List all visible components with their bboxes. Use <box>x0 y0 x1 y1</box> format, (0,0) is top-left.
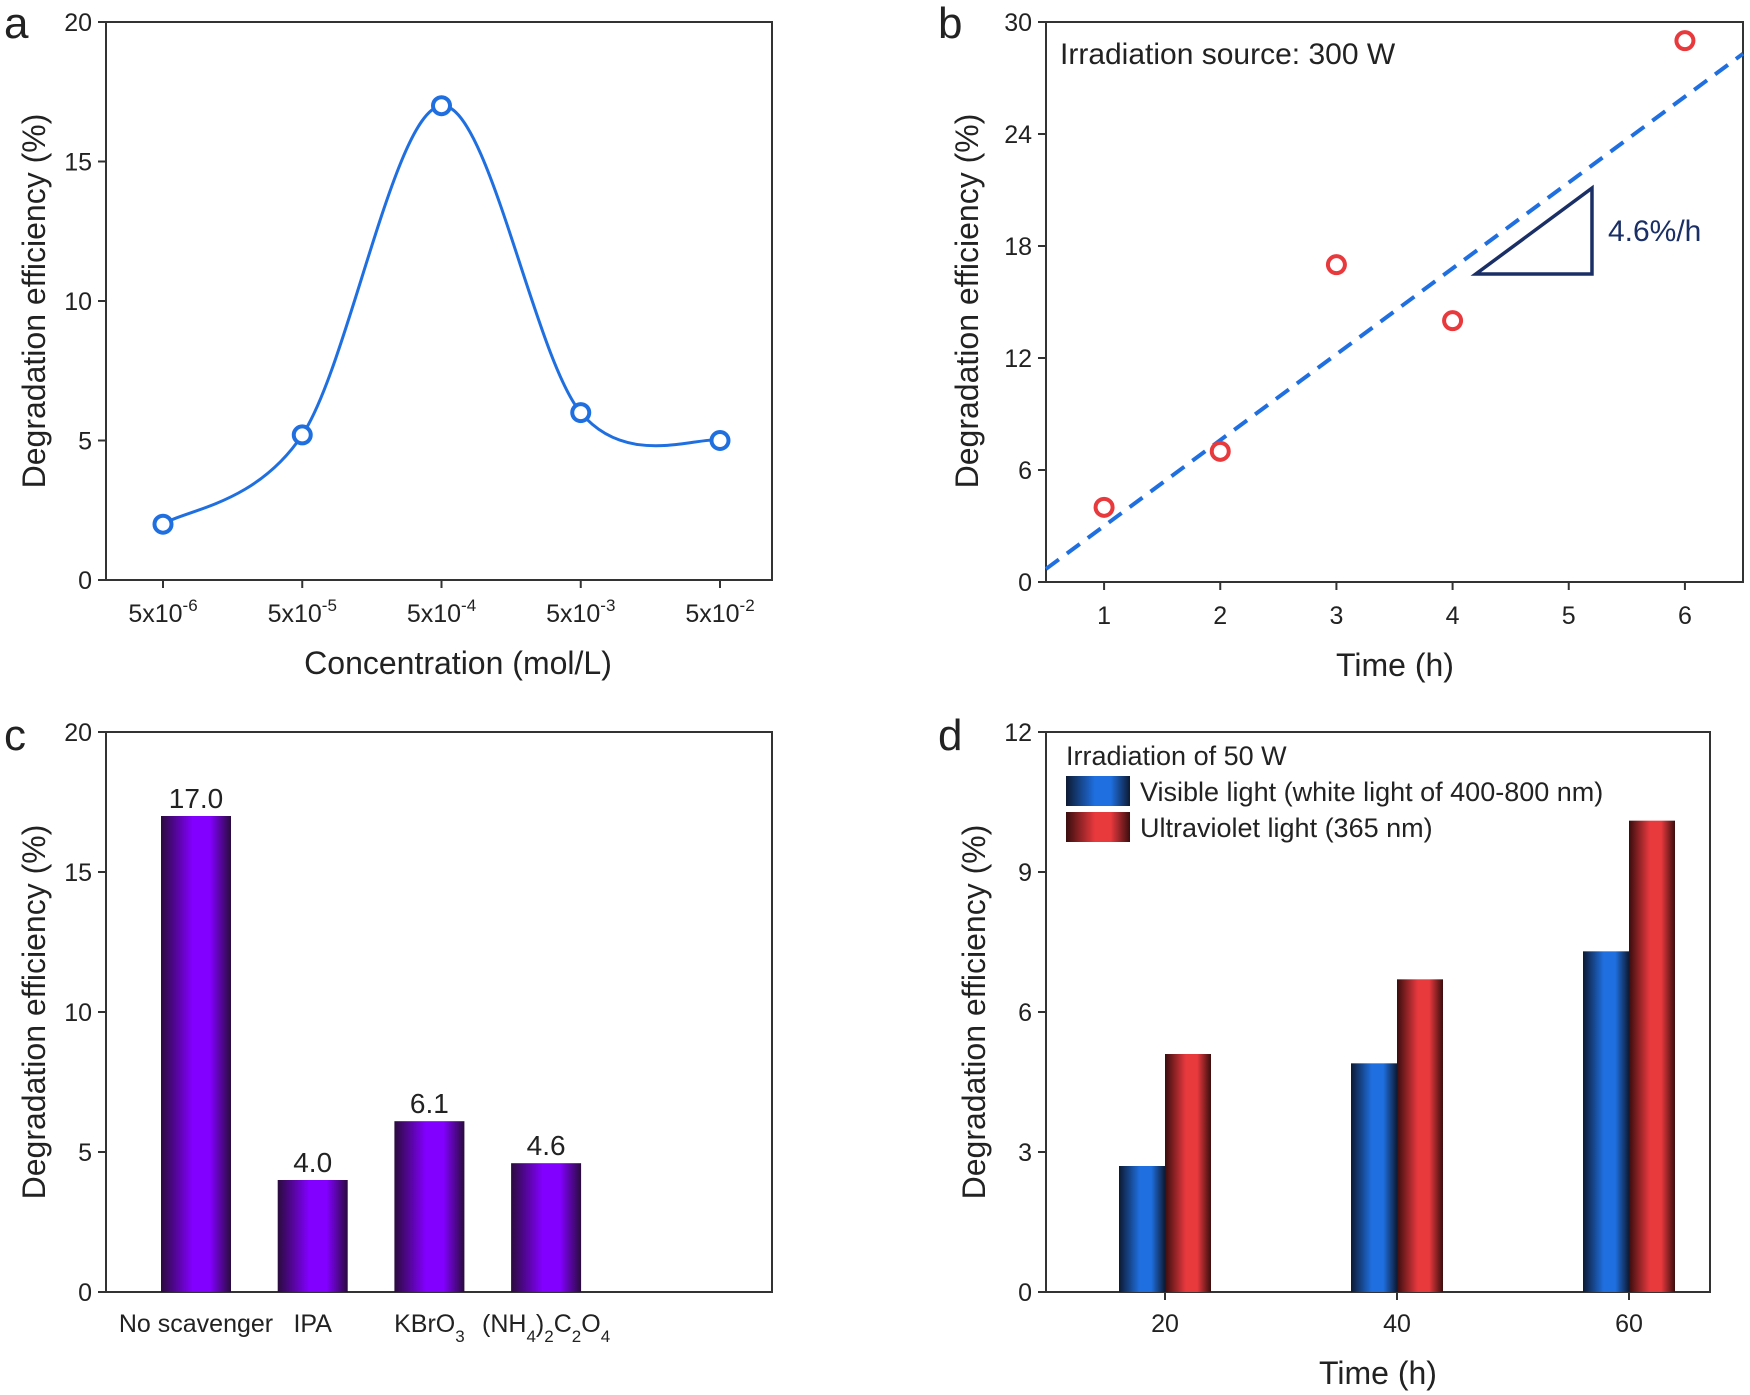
x-tick-label-b: 2 <box>1213 602 1227 630</box>
y-tick-label-c: 5 <box>78 1139 92 1167</box>
y-tick-label-c: 20 <box>64 719 92 747</box>
data-point-a <box>709 430 731 451</box>
panel-d: d Degradation efficiency (%) Time (h) Ir… <box>938 711 1711 1391</box>
y-axis-title-d: Degradation efficiency (%) <box>956 825 992 1200</box>
data-marks-b: 4.6%/h <box>1044 30 1745 571</box>
plot-frame-b <box>1045 21 1744 583</box>
bar-ultraviolet-d <box>1165 1054 1211 1292</box>
data-point-b <box>1209 440 1231 462</box>
y-tick-label-b: 18 <box>1004 233 1032 261</box>
data-point-b <box>1674 30 1696 52</box>
x-tick-label-b: 5 <box>1562 602 1576 630</box>
bar-visible-d <box>1119 1166 1165 1292</box>
bar-ultraviolet-d <box>1629 820 1675 1292</box>
bar-c <box>277 1180 348 1292</box>
legend-d: Irradiation of 50 W Visible light (white… <box>1066 741 1603 843</box>
legend-swatch-ultraviolet <box>1066 812 1130 842</box>
axis-ticks-d: 0 3 6 9 12 20 40 60 <box>1004 719 1643 1338</box>
x-tick-label-b: 1 <box>1097 602 1111 630</box>
panel-b: b Degradation efficiency (%) Time (h) Ir… <box>938 0 1745 683</box>
y-tick-label-c: 15 <box>64 859 92 887</box>
data-label-c: 4.6 <box>527 1130 566 1161</box>
data-point-b <box>1093 496 1115 518</box>
series-line-a <box>162 104 721 526</box>
slope-label-b: 4.6%/h <box>1608 215 1701 248</box>
data-marks-a <box>152 95 731 535</box>
x-tick-label-a: 5x10-6 <box>128 596 197 628</box>
y-tick-label-d: 9 <box>1018 859 1032 887</box>
x-tick-label-a: 5x10-4 <box>407 596 476 628</box>
data-point-a <box>570 402 592 424</box>
y-tick-label-d: 12 <box>1004 719 1032 747</box>
x-tick-label-a: 5x10-3 <box>546 596 615 628</box>
data-point-b <box>1325 254 1347 276</box>
data-point-a <box>152 513 174 535</box>
data-point-a <box>291 424 313 446</box>
bar-c <box>394 1121 465 1292</box>
x-tick-label-c: No scavenger <box>119 1310 273 1338</box>
y-axis-title-b: Degradation efficiency (%) <box>949 114 985 489</box>
data-marks-d <box>1119 820 1675 1292</box>
y-tick-label-a: 10 <box>64 288 92 316</box>
slope-triangle-b <box>1470 184 1594 276</box>
x-tick-label-b: 4 <box>1446 602 1460 630</box>
y-tick-label-a: 5 <box>78 428 92 456</box>
x-axis-title-d: Time (h) <box>1319 1355 1437 1391</box>
x-tick-label-a: 5x10-2 <box>685 596 754 628</box>
legend-label-ultraviolet: Ultraviolet light (365 nm) <box>1140 813 1433 843</box>
y-tick-label-c: 0 <box>78 1279 92 1307</box>
panel-label-c: c <box>4 711 26 760</box>
bar-c <box>511 1163 582 1292</box>
y-tick-label-d: 3 <box>1018 1139 1032 1167</box>
data-marks-c: 17.0 4.0 6.1 4.6 <box>161 783 582 1292</box>
irradiation-source-annotation: Irradiation source: 300 W <box>1060 38 1396 71</box>
y-tick-label-a: 20 <box>64 9 92 37</box>
data-point-a <box>431 95 452 117</box>
x-tick-label-c: IPA <box>293 1310 332 1338</box>
legend-swatch-visible <box>1066 776 1130 806</box>
x-tick-label-c: (NH4)2C2O4 <box>482 1310 610 1346</box>
panel-label-a: a <box>4 0 29 48</box>
y-tick-label-a: 15 <box>64 149 92 177</box>
y-tick-label-d: 0 <box>1018 1279 1032 1307</box>
y-axis-title-a: Degradation efficiency (%) <box>16 114 52 489</box>
x-tick-label-c: KBrO3 <box>394 1310 465 1346</box>
x-tick-label-d: 40 <box>1383 1310 1411 1338</box>
data-label-c: 17.0 <box>169 783 224 814</box>
data-label-c: 6.1 <box>410 1088 449 1119</box>
y-tick-label-c: 10 <box>64 999 92 1027</box>
bar-visible-d <box>1583 951 1629 1292</box>
bar-ultraviolet-d <box>1397 979 1443 1292</box>
x-tick-label-d: 60 <box>1615 1310 1643 1338</box>
fit-line-b <box>1044 52 1745 571</box>
axis-ticks-a: 0 5 10 15 20 5x10-6 5x10-5 5x10-4 5x10-3 5x10-2 <box>64 9 754 628</box>
x-axis-title-a: Concentration (mol/L) <box>304 645 612 681</box>
x-tick-label-d: 20 <box>1151 1310 1179 1338</box>
x-axis-title-b: Time (h) <box>1336 647 1454 683</box>
axis-ticks-c: 0 5 10 15 20 No scavenger IPA KBrO3 (NH4)2C2O4 <box>64 719 610 1346</box>
x-tick-label-b: 6 <box>1678 602 1692 630</box>
y-tick-label-b: 12 <box>1004 345 1032 373</box>
bar-c <box>161 816 231 1292</box>
bar-visible-d <box>1351 1063 1397 1292</box>
y-axis-title-c: Degradation efficiency (%) <box>16 825 52 1200</box>
panel-label-b: b <box>938 0 962 48</box>
y-tick-label-d: 6 <box>1018 999 1032 1027</box>
x-tick-label-a: 5x10-5 <box>268 596 337 628</box>
data-point-b <box>1442 310 1464 332</box>
y-tick-label-a: 0 <box>78 567 92 595</box>
panel-c: c Degradation efficiency (%) 0 5 10 15 20 No … <box>4 711 773 1346</box>
legend-label-visible: Visible light (white light of 400-800 nm… <box>1140 777 1603 807</box>
y-tick-label-b: 0 <box>1018 569 1032 597</box>
x-tick-label-b: 3 <box>1329 602 1343 630</box>
y-tick-label-b: 24 <box>1004 121 1032 149</box>
panel-a: a Degradation efficiency (%) Concentrati… <box>4 0 773 681</box>
panel-label-d: d <box>938 711 962 760</box>
y-tick-label-b: 30 <box>1004 9 1032 37</box>
y-tick-label-b: 6 <box>1018 457 1032 485</box>
legend-title-d: Irradiation of 50 W <box>1066 741 1287 771</box>
data-label-c: 4.0 <box>293 1147 332 1178</box>
